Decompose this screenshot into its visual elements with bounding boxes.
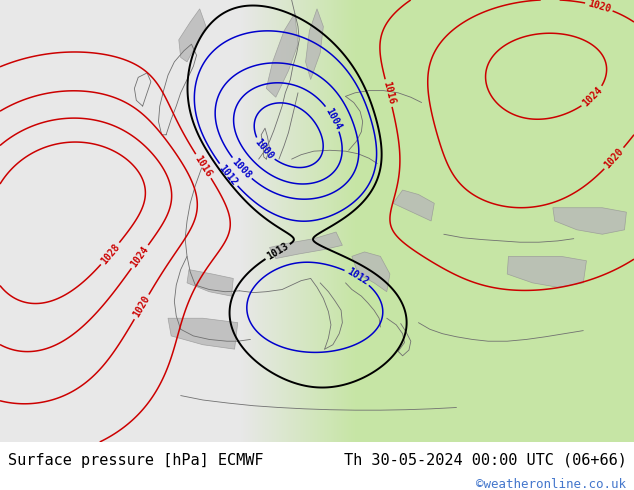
Text: 1012: 1012 [345,267,370,287]
Polygon shape [393,190,434,221]
Polygon shape [269,232,342,259]
Polygon shape [507,256,586,287]
Text: 1013: 1013 [265,241,290,262]
Text: 1008: 1008 [230,156,253,181]
Text: 1016: 1016 [381,80,396,106]
Text: 1020: 1020 [602,147,626,171]
Text: 1020: 1020 [131,294,152,319]
Text: 1028: 1028 [99,242,122,266]
Polygon shape [553,208,626,234]
Polygon shape [168,318,238,349]
Text: Th 30-05-2024 00:00 UTC (06+66): Th 30-05-2024 00:00 UTC (06+66) [344,453,626,468]
Text: 1004: 1004 [323,106,343,131]
Text: 1024: 1024 [581,85,605,109]
Text: 1000: 1000 [253,137,276,162]
Polygon shape [179,9,206,62]
Text: 1024: 1024 [129,244,151,269]
Text: Surface pressure [hPa] ECMWF: Surface pressure [hPa] ECMWF [8,453,263,468]
Text: 1020: 1020 [586,0,612,14]
Polygon shape [306,9,323,79]
Polygon shape [266,13,298,97]
Polygon shape [352,252,390,292]
Text: 1012: 1012 [217,163,240,187]
Polygon shape [187,270,233,296]
Text: ©weatheronline.co.uk: ©weatheronline.co.uk [476,478,626,490]
Text: 1016: 1016 [193,153,214,179]
